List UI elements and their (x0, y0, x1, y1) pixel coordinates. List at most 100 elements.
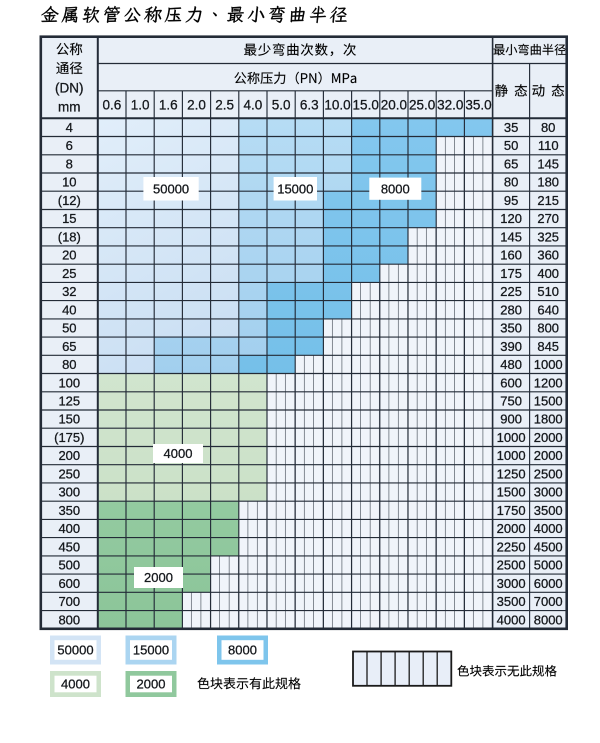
svg-text:1200: 1200 (534, 375, 563, 390)
svg-text:800: 800 (58, 612, 80, 627)
svg-text:400: 400 (537, 266, 559, 281)
svg-text:80: 80 (504, 175, 518, 190)
svg-text:480: 480 (500, 357, 522, 372)
svg-text:5.0: 5.0 (272, 97, 291, 112)
svg-text:390: 390 (500, 339, 522, 354)
svg-text:25: 25 (62, 266, 76, 281)
svg-text:4500: 4500 (534, 539, 563, 554)
svg-text:100: 100 (58, 375, 80, 390)
svg-text:1750: 1750 (497, 503, 526, 518)
svg-text:350: 350 (58, 503, 80, 518)
svg-text:900: 900 (500, 412, 522, 427)
svg-text:2500: 2500 (497, 558, 526, 573)
svg-text:2250: 2250 (497, 539, 526, 554)
svg-text:110: 110 (538, 138, 559, 153)
svg-text:145: 145 (500, 229, 522, 244)
svg-text:2000: 2000 (497, 521, 526, 536)
svg-text:250: 250 (58, 466, 80, 481)
svg-text:2000: 2000 (144, 570, 173, 585)
svg-text:15: 15 (62, 211, 76, 226)
svg-text:35.0: 35.0 (465, 97, 491, 112)
svg-text:1250: 1250 (497, 466, 526, 481)
svg-text:50: 50 (504, 138, 518, 153)
svg-text:1.0: 1.0 (131, 97, 150, 112)
svg-text:700: 700 (58, 594, 80, 609)
svg-text:800: 800 (537, 321, 559, 336)
svg-text:25.0: 25.0 (409, 97, 435, 112)
svg-text:10: 10 (62, 175, 76, 190)
svg-text:125: 125 (58, 394, 80, 409)
svg-text:6000: 6000 (534, 576, 563, 591)
svg-text:3000: 3000 (534, 485, 563, 500)
svg-text:510: 510 (537, 284, 559, 299)
svg-text:350: 350 (500, 321, 522, 336)
svg-text:50000: 50000 (57, 643, 93, 658)
svg-text:1800: 1800 (534, 412, 563, 427)
svg-text:15000: 15000 (133, 643, 169, 658)
svg-text:4.0: 4.0 (244, 97, 263, 112)
svg-text:1000: 1000 (534, 357, 563, 372)
svg-text:3000: 3000 (497, 576, 526, 591)
svg-text:(18): (18) (58, 229, 81, 244)
svg-text:15.0: 15.0 (353, 97, 379, 112)
svg-text:8000: 8000 (381, 181, 410, 196)
svg-text:80: 80 (541, 120, 555, 135)
svg-text:4000: 4000 (61, 677, 90, 692)
svg-text:6: 6 (66, 138, 73, 153)
svg-text:500: 500 (58, 558, 80, 573)
svg-text:280: 280 (500, 302, 522, 317)
svg-text:1.6: 1.6 (159, 97, 178, 112)
svg-text:80: 80 (62, 357, 76, 372)
svg-text:145: 145 (537, 157, 559, 172)
svg-text:8000: 8000 (534, 612, 563, 627)
svg-text:175: 175 (500, 266, 522, 281)
svg-text:40: 40 (62, 302, 76, 317)
svg-text:2000: 2000 (534, 448, 563, 463)
svg-text:4000: 4000 (164, 446, 193, 461)
svg-text:200: 200 (58, 448, 80, 463)
svg-text:32.0: 32.0 (437, 97, 463, 112)
svg-text:7000: 7000 (534, 594, 563, 609)
svg-text:300: 300 (58, 485, 80, 500)
svg-text:845: 845 (537, 339, 559, 354)
svg-text:225: 225 (500, 284, 522, 299)
svg-text:10.0: 10.0 (324, 97, 350, 112)
svg-text:450: 450 (58, 539, 80, 554)
svg-text:1000: 1000 (497, 448, 526, 463)
svg-text:600: 600 (58, 576, 80, 591)
svg-text:2500: 2500 (534, 466, 563, 481)
svg-text:32: 32 (62, 284, 76, 299)
svg-text:750: 750 (500, 394, 522, 409)
svg-text:(175): (175) (54, 430, 84, 445)
svg-text:8: 8 (66, 157, 73, 172)
svg-text:50: 50 (62, 321, 76, 336)
svg-text:2.0: 2.0 (187, 97, 206, 112)
svg-text:1500: 1500 (497, 485, 526, 500)
svg-text:4000: 4000 (534, 521, 563, 536)
svg-text:120: 120 (500, 211, 522, 226)
svg-text:150: 150 (58, 412, 80, 427)
svg-text:65: 65 (62, 339, 76, 354)
svg-text:360: 360 (537, 248, 559, 263)
svg-text:2000: 2000 (137, 677, 166, 692)
svg-text:1000: 1000 (497, 430, 526, 445)
svg-text:600: 600 (500, 375, 522, 390)
svg-text:6.3: 6.3 (300, 97, 319, 112)
svg-text:65: 65 (504, 157, 518, 172)
svg-text:95: 95 (504, 193, 518, 208)
svg-text:3500: 3500 (534, 503, 563, 518)
svg-text:4000: 4000 (497, 612, 526, 627)
svg-text:4: 4 (66, 120, 73, 135)
svg-text:20.0: 20.0 (381, 97, 407, 112)
svg-text:20: 20 (62, 248, 76, 263)
svg-text:mm: mm (58, 99, 81, 114)
svg-text:3500: 3500 (497, 594, 526, 609)
svg-text:15000: 15000 (277, 181, 313, 196)
svg-text:640: 640 (537, 302, 559, 317)
svg-text:(12): (12) (58, 193, 81, 208)
svg-text:5000: 5000 (534, 558, 563, 573)
svg-text:50000: 50000 (153, 181, 189, 196)
svg-text:2.5: 2.5 (215, 97, 234, 112)
svg-text:400: 400 (58, 521, 80, 536)
svg-text:270: 270 (537, 211, 559, 226)
